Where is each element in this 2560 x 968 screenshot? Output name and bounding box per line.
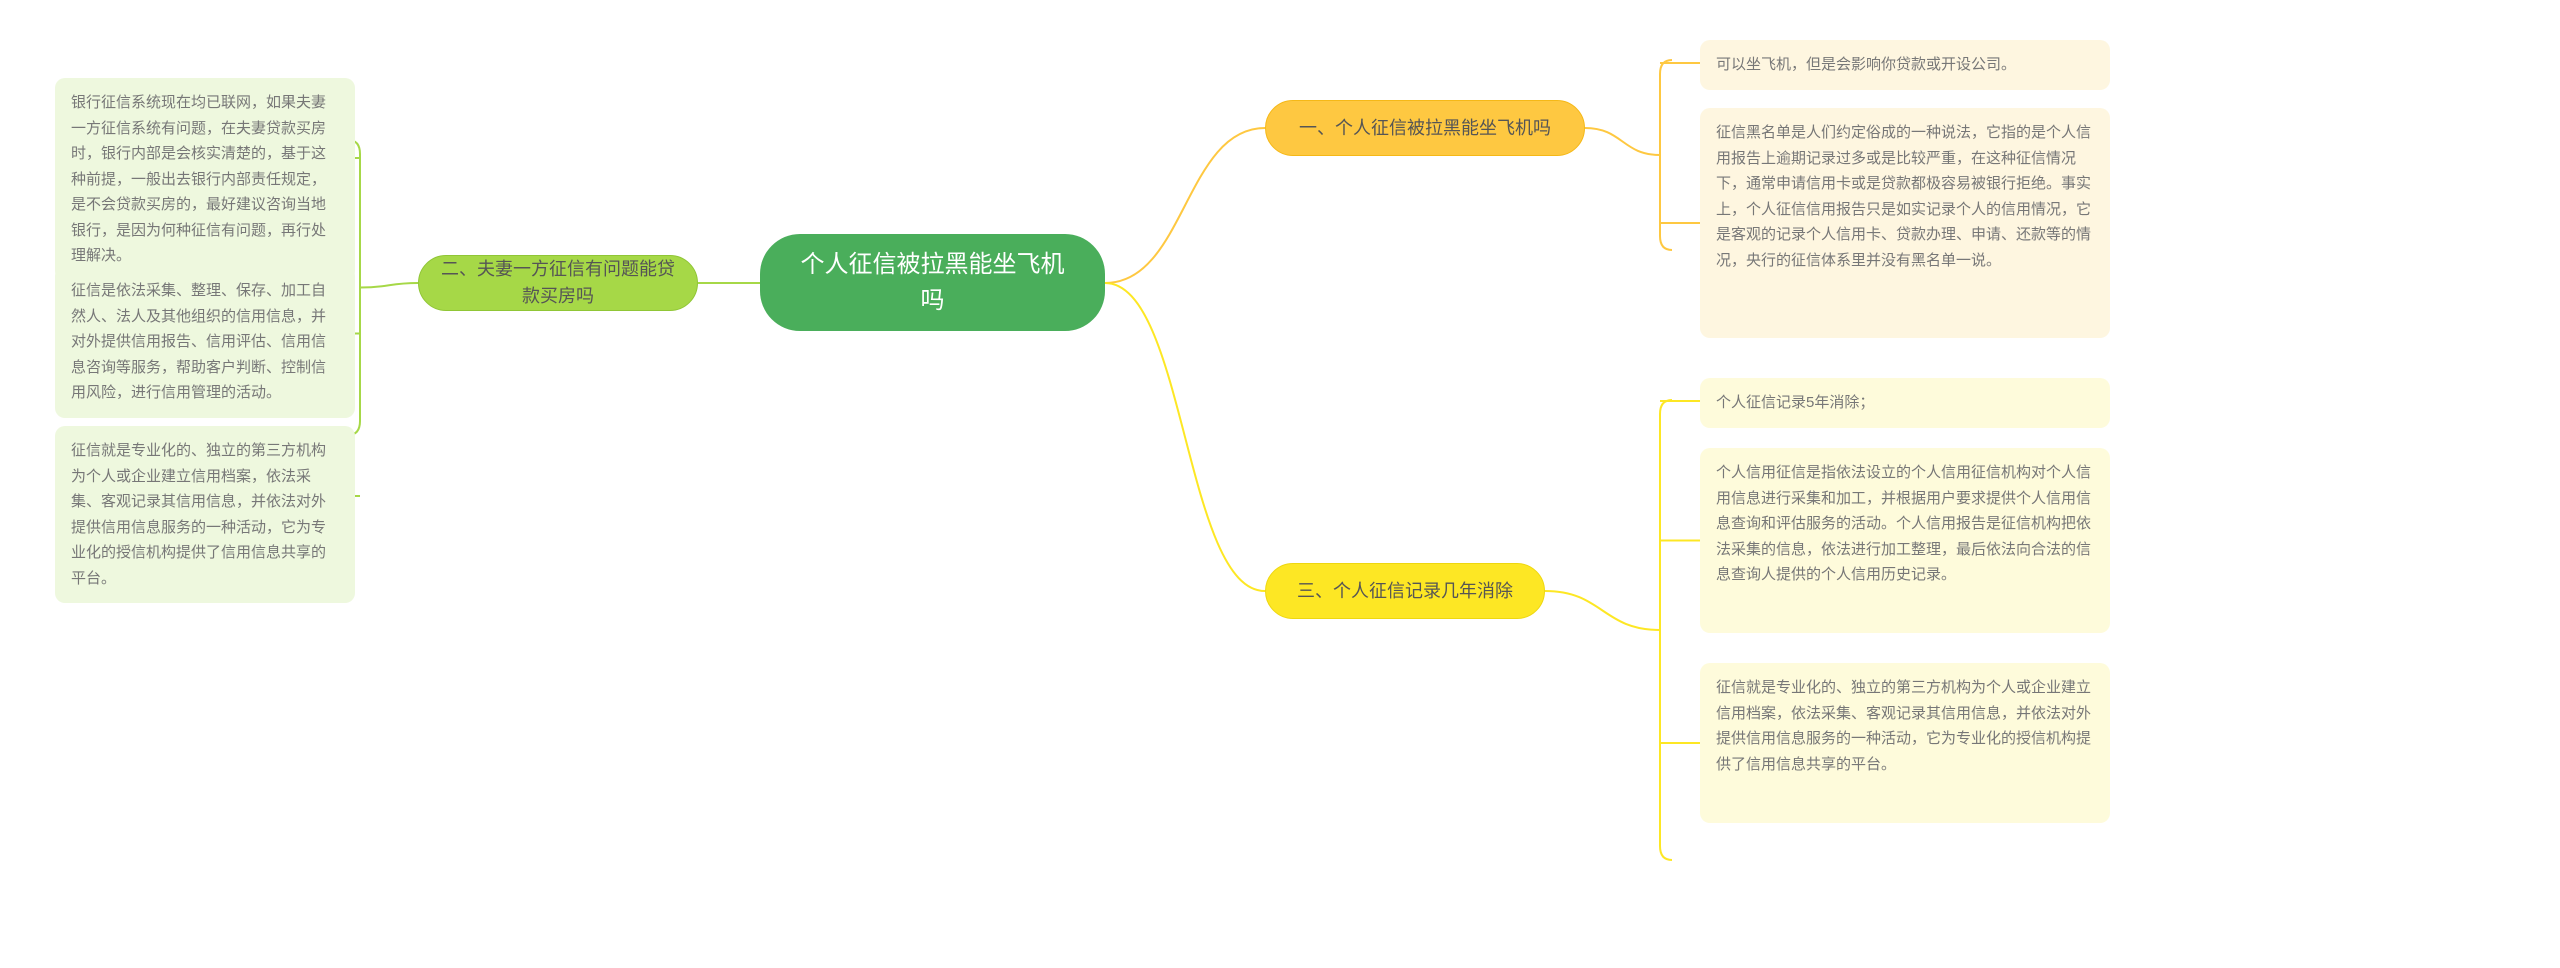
leaf-node-1-2: 征信就是专业化的、独立的第三方机构为个人或企业建立信用档案，依法采集、客观记录其… — [55, 426, 355, 603]
leaf-node-2-0: 个人征信记录5年消除； — [1700, 378, 2110, 428]
leaf-node-1-0: 银行征信系统现在均已联网，如果夫妻一方征信系统有问题，在夫妻贷款买房时，银行内部… — [55, 78, 355, 281]
leaf-node-2-1: 个人信用征信是指依法设立的个人信用征信机构对个人信用信息进行采集和加工，并根据用… — [1700, 448, 2110, 633]
leaf-node-0-1: 征信黑名单是人们约定俗成的一种说法，它指的是个人信用报告上逾期记录过多或是比较严… — [1700, 108, 2110, 338]
branch-node-1: 二、夫妻一方征信有问题能贷款买房吗 — [418, 255, 698, 311]
leaf-node-1-1: 征信是依法采集、整理、保存、加工自然人、法人及其他组织的信用信息，并对外提供信用… — [55, 266, 355, 418]
root-node: 个人征信被拉黑能坐飞机吗 — [760, 234, 1105, 331]
branch-node-0: 一、个人征信被拉黑能坐飞机吗 — [1265, 100, 1585, 156]
leaf-node-0-0: 可以坐飞机，但是会影响你贷款或开设公司。 — [1700, 40, 2110, 90]
leaf-node-2-2: 征信就是专业化的、独立的第三方机构为个人或企业建立信用档案，依法采集、客观记录其… — [1700, 663, 2110, 823]
branch-node-2: 三、个人征信记录几年消除 — [1265, 563, 1545, 619]
